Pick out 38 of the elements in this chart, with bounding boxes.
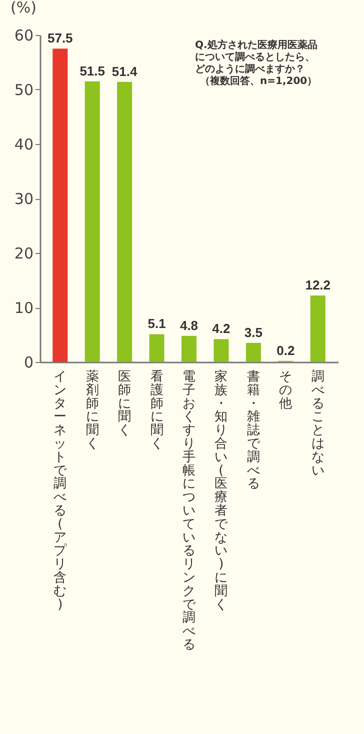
y-tick-label: 50 [14, 81, 34, 99]
x-tick-label: 看護師に聞く [150, 370, 164, 452]
y-tick-label: 0 [24, 354, 34, 372]
x-tick-label: 調べることはない [311, 370, 324, 478]
bar [182, 336, 196, 362]
y-tick-label: 40 [14, 136, 34, 154]
annotation: について調べるとしたら、 [195, 51, 315, 63]
y-axis-title: (%) [10, 0, 36, 16]
y-tick-label: 10 [14, 299, 34, 317]
category-label: インターネットで調べる(アプリ含む) [54, 370, 67, 612]
data-label: 51.4 [112, 64, 138, 79]
data-label: 5.1 [148, 316, 166, 332]
data-label: 3.5 [244, 324, 262, 340]
x-tick-label: 医師に聞く [118, 370, 132, 438]
data-label: 57.5 [47, 30, 73, 46]
bar [214, 339, 229, 362]
bar [310, 296, 326, 362]
category-label: 書籍・雑誌で調べる [246, 370, 260, 492]
bar [117, 82, 132, 362]
y-tick-label: 20 [14, 244, 34, 262]
bar [246, 342, 261, 362]
x-tick-label: 薬剤師に聞く [86, 370, 99, 452]
annotation: Q.処方された医療用医薬品 [195, 39, 318, 51]
data-label: 51.5 [80, 63, 106, 78]
data-label: 0.2 [276, 342, 295, 358]
bar [52, 48, 68, 362]
bar [149, 334, 164, 362]
category-label: 電子おくすり手帳についているリンクで調べる [182, 370, 196, 652]
annotation: （複数回答、n=1,200） [200, 75, 318, 87]
bar [84, 81, 100, 362]
data-label: 4.8 [180, 318, 198, 333]
y-tick-label: 60 [14, 26, 34, 44]
x-tick-label: その他 [279, 370, 292, 412]
data-label: 4.2 [212, 321, 230, 336]
annotation: どのように調べますか？ [195, 63, 305, 75]
y-tick-label: 30 [14, 190, 34, 208]
category-label: 家族・知り合い(医療者でない)に聞く [214, 370, 228, 612]
data-label: 12.2 [305, 278, 331, 293]
